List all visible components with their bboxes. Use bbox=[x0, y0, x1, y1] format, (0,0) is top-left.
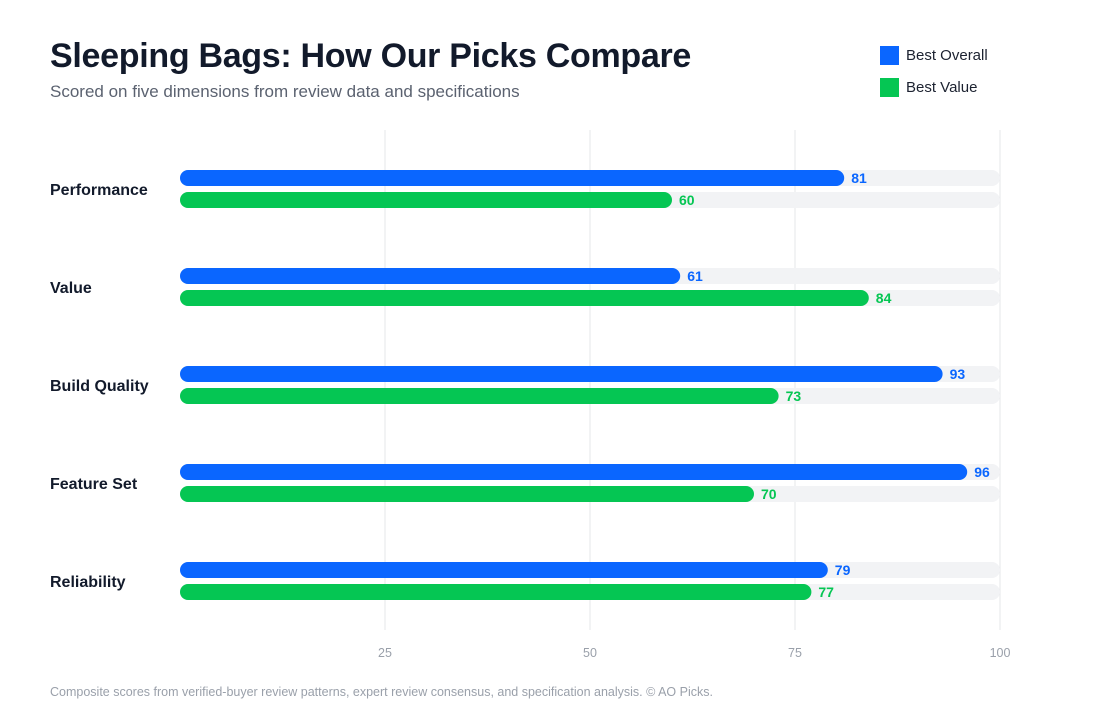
bar-reliability-best-value bbox=[180, 584, 812, 600]
category-label-performance: Performance bbox=[50, 182, 148, 199]
data-label-performance-best-value: 60 bbox=[679, 192, 695, 208]
data-label-performance-best-overall: 81 bbox=[851, 170, 867, 186]
legend-item-best-overall: Best Overall bbox=[880, 45, 988, 65]
category-label-reliability: Reliability bbox=[50, 574, 126, 591]
legend-item-best-value: Best Value bbox=[880, 77, 988, 97]
data-label-reliability-best-overall: 79 bbox=[835, 562, 851, 578]
data-label-feature-set-best-overall: 96 bbox=[974, 464, 990, 480]
data-label-reliability-best-value: 77 bbox=[818, 584, 834, 600]
x-tick-label-75: 75 bbox=[788, 646, 802, 660]
footer-note: Composite scores from verified-buyer rev… bbox=[50, 685, 713, 699]
bar-value-best-value bbox=[180, 290, 869, 306]
legend-label-best-value: Best Value bbox=[906, 78, 978, 96]
data-label-build-quality-best-overall: 93 bbox=[950, 366, 966, 382]
category-label-build-quality: Build Quality bbox=[50, 378, 149, 395]
legend: Best Overall Best Value bbox=[880, 45, 988, 109]
data-label-value-best-overall: 61 bbox=[687, 268, 703, 284]
category-label-feature-set: Feature Set bbox=[50, 476, 138, 493]
bar-value-best-overall bbox=[180, 268, 681, 284]
bar-performance-best-overall bbox=[180, 170, 845, 186]
x-tick-label-50: 50 bbox=[583, 646, 597, 660]
bar-performance-best-value bbox=[180, 192, 672, 208]
chart-title: Sleeping Bags: How Our Picks Compare bbox=[50, 37, 692, 75]
x-tick-label-25: 25 bbox=[378, 646, 392, 660]
bar-feature-set-best-overall bbox=[180, 464, 968, 480]
data-label-feature-set-best-value: 70 bbox=[761, 486, 777, 502]
category-label-value: Value bbox=[50, 280, 92, 297]
data-label-value-best-value: 84 bbox=[876, 290, 892, 306]
chart-subtitle: Scored on five dimensions from review da… bbox=[50, 82, 520, 101]
bar-build-quality-best-value bbox=[180, 388, 779, 404]
bar-feature-set-best-value bbox=[180, 486, 754, 502]
bar-reliability-best-overall bbox=[180, 562, 828, 578]
bar-build-quality-best-overall bbox=[180, 366, 943, 382]
x-tick-label-100: 100 bbox=[990, 646, 1011, 660]
legend-swatch-best-value bbox=[880, 77, 899, 97]
legend-label-best-overall: Best Overall bbox=[906, 46, 988, 64]
data-label-build-quality-best-value: 73 bbox=[786, 388, 802, 404]
legend-swatch-best-overall bbox=[880, 45, 899, 65]
